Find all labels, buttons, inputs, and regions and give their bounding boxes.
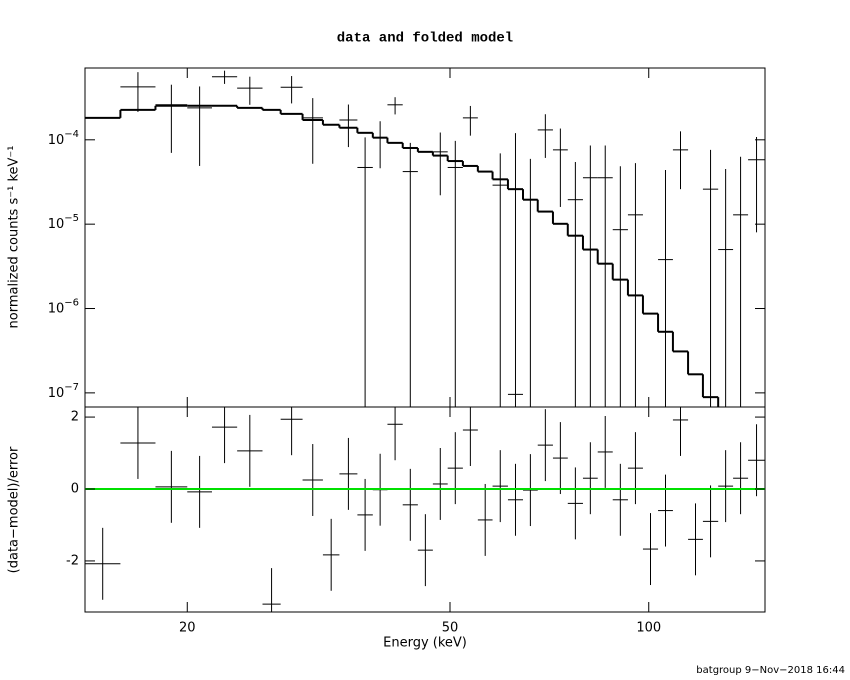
y-axis-label: (data−model)/error [7, 446, 22, 573]
y-tick-label: 10−4 [48, 129, 79, 148]
y-tick-label: 10−5 [48, 213, 79, 232]
x-axis-label: Energy (keV) [383, 636, 467, 651]
x-tick-label: 50 [442, 621, 459, 636]
y-tick-label: -2 [66, 553, 79, 568]
footer: batgroup 9−Nov−2018 16:44 [696, 665, 845, 676]
plot-frame [84, 406, 766, 613]
plot-area [85, 70, 765, 407]
x-tick-label: 100 [636, 621, 661, 636]
x-tick-label: 20 [179, 621, 196, 636]
y-tick-label: 10−7 [48, 382, 79, 401]
y-tick-label: 2 [71, 410, 79, 425]
chart-title: data and folded model [337, 31, 513, 47]
plot-frame [84, 67, 766, 408]
y-tick-label: 0 [71, 482, 79, 497]
y-tick-label: 10−6 [48, 298, 79, 317]
plot-area [85, 407, 765, 612]
y-axis-label: normalized counts s⁻¹ keV⁻¹ [7, 146, 22, 329]
